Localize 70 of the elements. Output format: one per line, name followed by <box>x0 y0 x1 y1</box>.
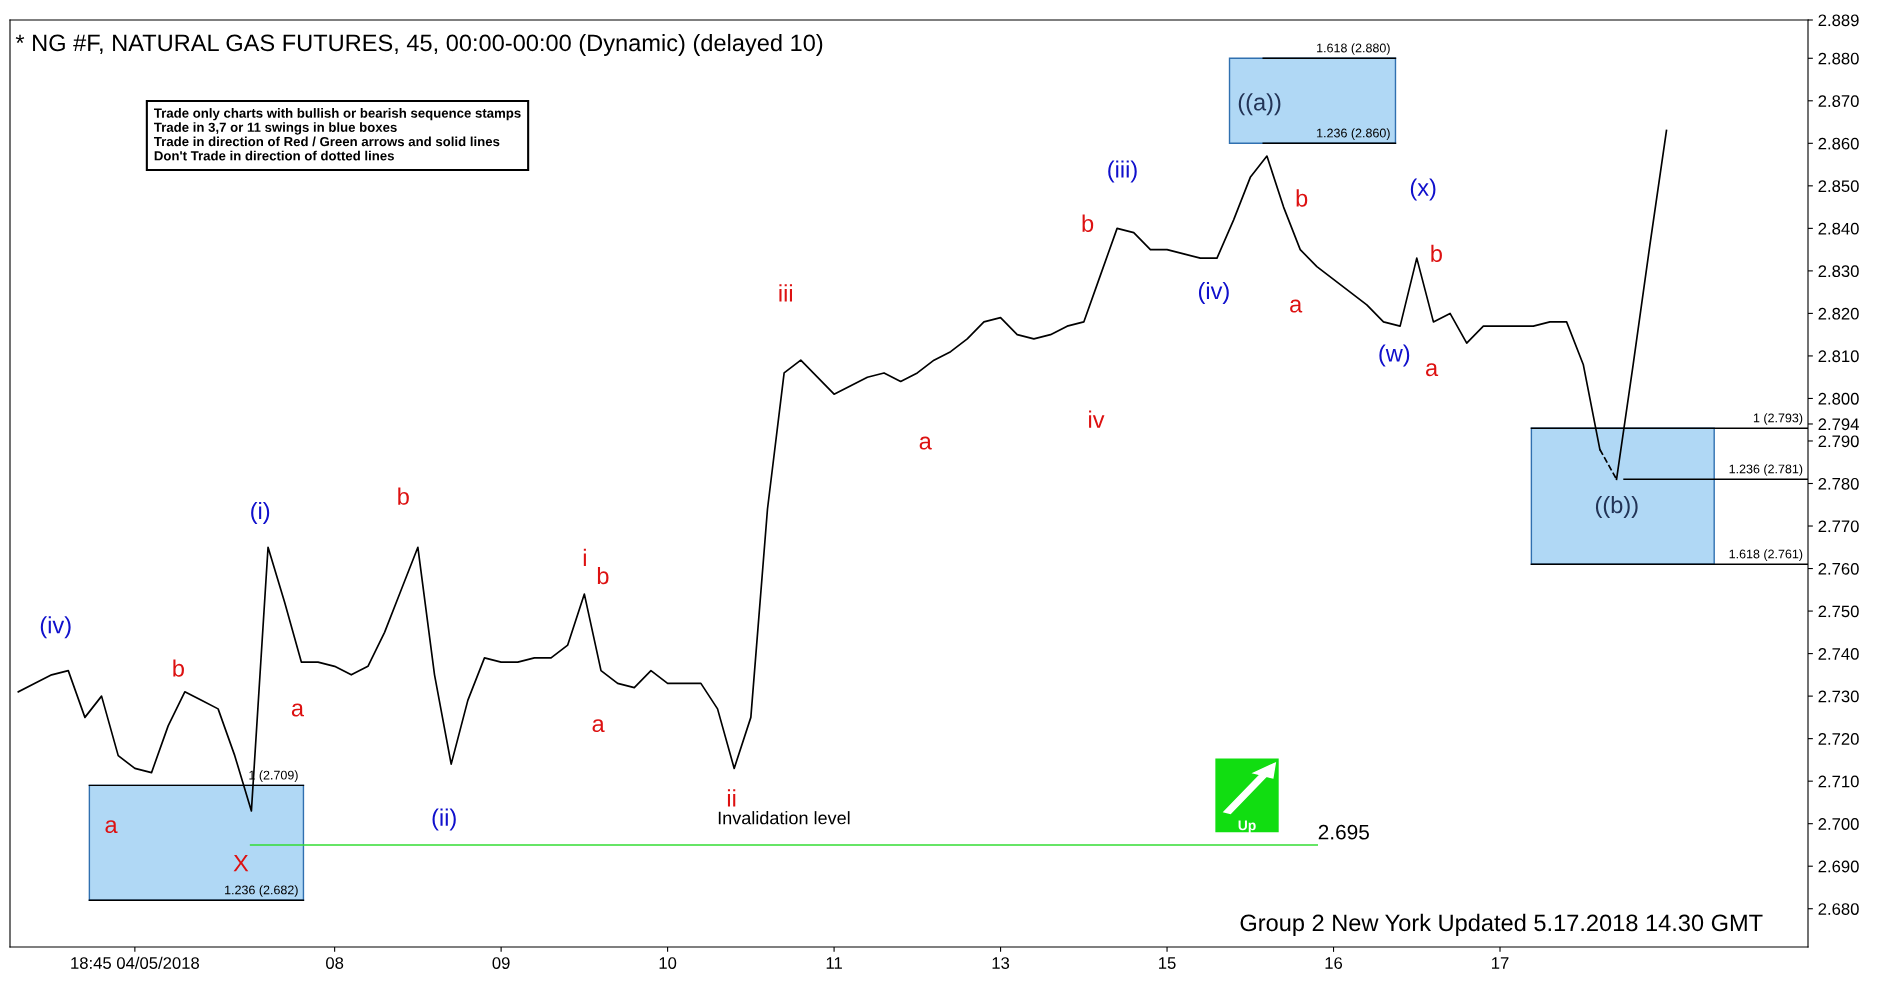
annotation: (iv) <box>40 616 71 639</box>
y-tick-label: 2.840 <box>1818 222 1859 235</box>
y-tick-label: 2.880 <box>1818 52 1859 65</box>
y-tick-label: 2.760 <box>1818 562 1859 575</box>
y-tick-label: 2.870 <box>1818 95 1859 107</box>
y-tick-label: 2.690 <box>1818 860 1859 873</box>
annotation: iii <box>779 284 792 302</box>
annotation: iv <box>1089 410 1105 428</box>
annotation: (ii) <box>432 808 456 831</box>
x-tick-label: 09 <box>492 957 510 969</box>
y-tick-label: 2.780 <box>1818 477 1859 490</box>
x-tick-label: 08 <box>326 957 344 969</box>
annotation: Group 2 New York Updated 5.17.2018 14.30 GMT <box>1240 913 1763 936</box>
ref-line-label: 1 (2.793) <box>1753 413 1803 425</box>
annotation: ((b)) <box>1595 495 1638 518</box>
annotation: Up <box>1238 820 1256 833</box>
annotation: i <box>583 548 586 566</box>
x-tick-label: 17 <box>1492 957 1509 969</box>
annotation: a <box>919 436 932 450</box>
y-tick-label: 2.710 <box>1818 775 1859 788</box>
annotation: 2.695 <box>1318 824 1369 840</box>
text: * NG #F, NATURAL GAS FUTURES, 45, 00:00-00:00 (Dynamic) (delayed 10) <box>15 33 823 56</box>
y-tick-label: 2.770 <box>1818 520 1859 533</box>
annotation: a <box>1290 299 1303 313</box>
annotation: (i) <box>251 501 270 524</box>
x-tick-label: 16 <box>1325 957 1343 969</box>
annotation: b <box>1296 189 1308 207</box>
y-tick-label: 2.730 <box>1818 690 1859 703</box>
ref-line-label: Invalidation level <box>718 811 850 825</box>
annotation: (iv) <box>1198 281 1229 304</box>
y-tick-label: 2.850 <box>1818 180 1859 193</box>
y-tick-label: 2.750 <box>1818 605 1859 618</box>
ref-line-label: 1.236 (2.781) <box>1729 464 1803 476</box>
annotation: b <box>173 659 184 677</box>
y-tick-label: 2.810 <box>1818 350 1859 363</box>
annotation: Trade only charts with bullish or bearish sequence stamps Trade in 3,7 or 11 swings in blue boxes Trade in direction of Red / Green arrows and solid lines Don't Trade in direction of dotted lines <box>153 108 521 161</box>
annotation: (w) <box>1379 344 1410 367</box>
annotation: b <box>398 487 409 505</box>
y-tick-label: 2.820 <box>1818 307 1859 320</box>
annotation: a <box>592 719 605 733</box>
ref-line-label: 1.618 (2.761) <box>1729 549 1803 561</box>
annotation: (x) <box>1410 178 1436 201</box>
y-tick-label: 2.790 <box>1818 435 1859 448</box>
y-tick-label: 2.680 <box>1818 903 1859 915</box>
annotation: b <box>597 566 609 585</box>
ref-line-label: 1.236 (2.682) <box>225 885 298 897</box>
annotation: a <box>291 703 304 717</box>
y-tick-label: 2.794 <box>1818 418 1859 431</box>
x-tick-label: 18:45 04/05/2018 <box>71 956 200 969</box>
y-tick-label: 2.860 <box>1818 137 1859 150</box>
ref-line-label: 1.236 (2.860) <box>1317 128 1390 140</box>
x-tick-label: 13 <box>992 957 1010 969</box>
annotation: ii <box>727 789 736 807</box>
annotation: a <box>105 820 118 834</box>
x-tick-label: 15 <box>1159 957 1176 969</box>
ref-line-label: 1.618 (2.880) <box>1317 43 1390 55</box>
annotation: b <box>1431 244 1442 262</box>
y-tick-label: 2.800 <box>1818 392 1859 405</box>
annotation: X <box>233 855 249 872</box>
x-tick-label: 10 <box>659 957 677 969</box>
annotation: (iii) <box>1108 160 1137 183</box>
x-tick-label: 11 <box>826 957 842 969</box>
y-tick-label: 2.830 <box>1818 265 1859 278</box>
y-tick-label: 2.740 <box>1818 647 1859 660</box>
annotation: a <box>1426 363 1439 377</box>
y-tick-label: 2.720 <box>1818 733 1859 745</box>
y-tick-label: 2.889 <box>1818 14 1859 27</box>
annotation: b <box>1082 214 1094 232</box>
y-tick-label: 2.700 <box>1818 818 1859 830</box>
annotation: ((a)) <box>1238 93 1281 116</box>
